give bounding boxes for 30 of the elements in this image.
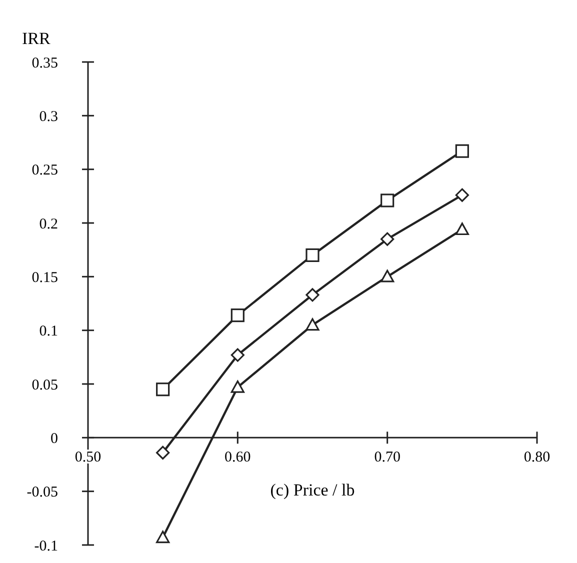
point <box>455 144 469 158</box>
x-axis-title: (c) Price / lb <box>270 480 355 500</box>
y-tick-label: 0 <box>50 430 58 447</box>
y-tick-label: 0.1 <box>39 324 58 340</box>
point <box>380 270 394 282</box>
point <box>230 308 244 322</box>
point <box>230 380 244 393</box>
x-tick-label: 0.80 <box>524 450 550 466</box>
point <box>380 232 394 246</box>
point <box>230 348 244 362</box>
point <box>455 188 469 202</box>
y-tick-label: 0.3 <box>39 108 58 125</box>
point <box>156 382 170 396</box>
y-tick-label: -0.1 <box>34 538 58 554</box>
y-tick-label: 0.35 <box>32 55 58 72</box>
point <box>455 222 469 236</box>
point <box>306 288 320 302</box>
y-tick-label: 0.25 <box>32 162 58 179</box>
x-tick-label: 0.60 <box>224 450 251 466</box>
y-axis-title: IRR <box>22 29 51 48</box>
y-tick-label: 0.2 <box>39 216 58 232</box>
point <box>306 248 320 262</box>
y-tick-label: 0.05 <box>32 377 58 394</box>
y-tick-label: 0.15 <box>32 270 58 286</box>
point <box>306 318 320 331</box>
point <box>156 530 170 544</box>
y-tick-label: -0.05 <box>26 484 58 501</box>
x-tick-label: 0.70 <box>374 450 400 466</box>
point <box>380 194 394 208</box>
point <box>156 446 170 460</box>
